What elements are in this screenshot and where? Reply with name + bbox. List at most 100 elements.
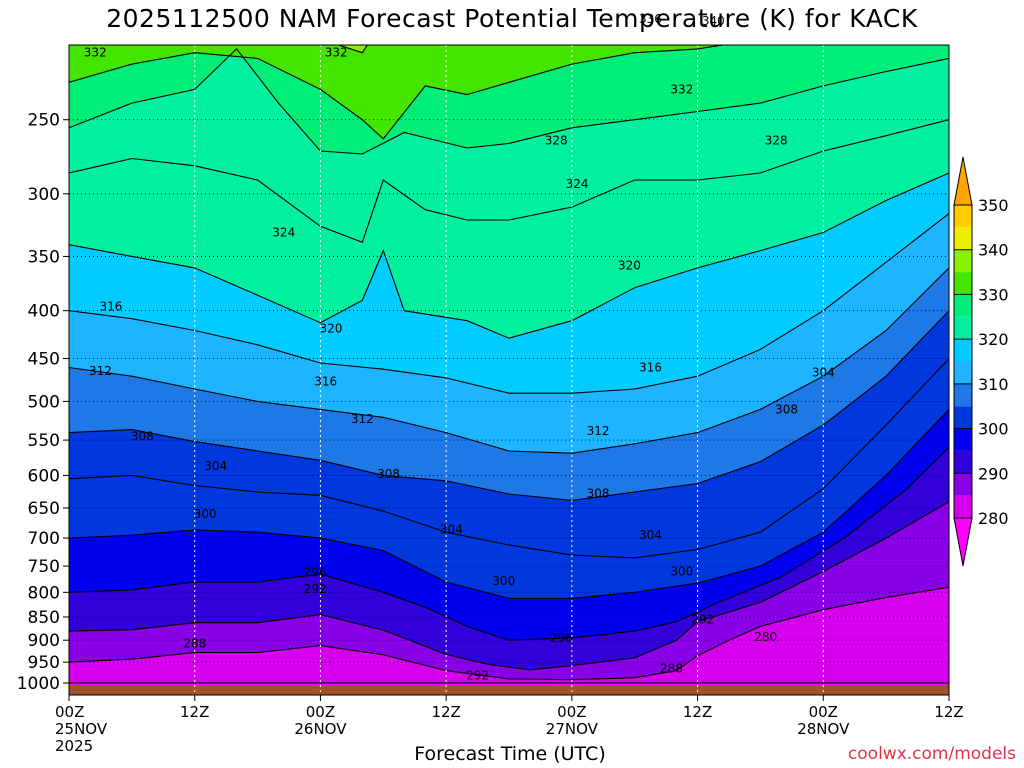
chart-title: 2025112500 NAM Forecast Potential Temper… [106,4,918,33]
contour-332 [69,45,727,140]
contour-label: 296 [550,631,573,645]
contour-label: 304 [440,522,463,536]
y-tick-label: 700 [28,529,60,549]
contour-label: 292 [466,669,489,683]
x-tick-label: 27NOV [546,720,599,738]
contour-label: 320 [618,259,641,273]
contour-316 [69,213,949,394]
contour-label: 300 [194,507,217,521]
plot-frame [68,44,950,696]
contour-304 [69,358,949,559]
contour-340 [383,0,949,21]
x-tick-label: 12Z [934,703,963,721]
x-tick-label: 12Z [683,703,712,721]
contour-label: 308 [587,486,610,500]
contour-label: 340 [702,14,725,28]
x-tick-label: 2025 [55,737,93,755]
colorbar-lower-arrow [953,517,973,567]
colorbar-bin [954,406,972,429]
contour-label: 328 [545,133,568,147]
contour-label: 288 [660,662,683,676]
contour-label: 304 [812,366,835,380]
x-tick-label: 28NOV [797,720,850,738]
y-tick-label: 450 [28,350,60,370]
contour-label: 280 [754,630,777,644]
contour-label: 304 [639,528,662,542]
y-tick-label: 650 [28,499,60,519]
colorbar-bin [954,339,972,362]
colorbar-bin [954,383,972,407]
contour-300 [69,409,949,599]
contour-label: 324 [566,177,589,191]
contour-label: 332 [325,46,348,60]
y-tick-label: 900 [28,631,60,651]
contour-label: 332 [84,46,107,60]
y-tick-label: 850 [28,608,60,628]
contour-label: 288 [183,636,206,650]
x-tick-label: 00Z [557,703,586,721]
y-tick-label: 550 [28,431,60,451]
y-tick-label: 950 [28,653,60,673]
colorbar: 280 290 300 310 320 330 340 350 [953,156,1009,567]
potential-temperature-fill [69,0,949,695]
contour-288 [69,586,949,681]
contour-label: 296 [304,566,327,580]
contour-label: 328 [765,133,788,147]
contour-label: 312 [89,364,112,378]
y-tick-label: 500 [28,392,60,412]
x-tick-label: 00Z [809,703,838,721]
colorbar-bin [954,272,972,295]
contour-336 [336,45,369,54]
contour-label: 292 [691,612,714,626]
contour-324 [69,119,949,244]
colorbar-bin [954,227,972,250]
colorbar-tick-label: 280 [978,509,1009,528]
contour-312 [69,267,949,454]
contour-label: 292 [304,582,327,596]
contour-label: 312 [351,412,374,426]
contour-labels: 332 332 336 340 332 328 328 324 324 320 316 320 316 3… [84,12,835,683]
grid-lines [69,45,949,695]
contour-label: 316 [99,300,122,314]
y-tick-label: 400 [28,302,60,322]
colorbar-tick-label: 320 [978,330,1009,349]
contour-320 [69,172,949,339]
x-tick-label: 12Z [180,703,209,721]
colorbar-tick-label: 330 [978,285,1009,304]
contour-label: 316 [314,374,337,388]
colorbar-tick-label: 310 [978,375,1009,394]
contour-label: 312 [587,424,610,438]
contour-lines [69,0,949,684]
band-above-332 [69,45,723,139]
contour-328 [69,48,949,155]
band-above-340 [69,0,949,40]
credit-text: coolwx.com/models [847,744,1016,764]
contour-label: 308 [131,429,154,443]
colorbar-bin [954,205,972,228]
x-tick-label: 00Z [55,703,84,721]
contour-label: 320 [319,322,342,336]
colorbar-bin [954,249,972,273]
x-axis-label: Forecast Time (UTC) [414,743,606,765]
colorbar-bin [954,428,972,451]
x-tick-label: 26NOV [294,720,347,738]
contour-label: 308 [775,402,798,416]
contour-label: 332 [670,82,693,96]
colorbar-bin [954,450,972,474]
colorbar-upper-arrow [953,156,973,206]
ground-surface [69,684,949,695]
colorbar-tick-label: 340 [978,241,1009,260]
contour-label: 316 [639,360,662,374]
colorbar-bin [954,361,972,384]
colorbar-bin [954,473,972,496]
colorbar-bin [954,495,972,518]
x-tick-label: 12Z [431,703,460,721]
y-tick-label: 250 [28,111,60,131]
y-tick-label: 1000 [17,674,60,694]
y-tick-label: 800 [28,583,60,603]
contour-label: 336 [639,12,662,26]
colorbar-tick-label: 290 [978,464,1009,483]
contour-label: 300 [492,574,515,588]
y-tick-label: 300 [28,185,60,205]
